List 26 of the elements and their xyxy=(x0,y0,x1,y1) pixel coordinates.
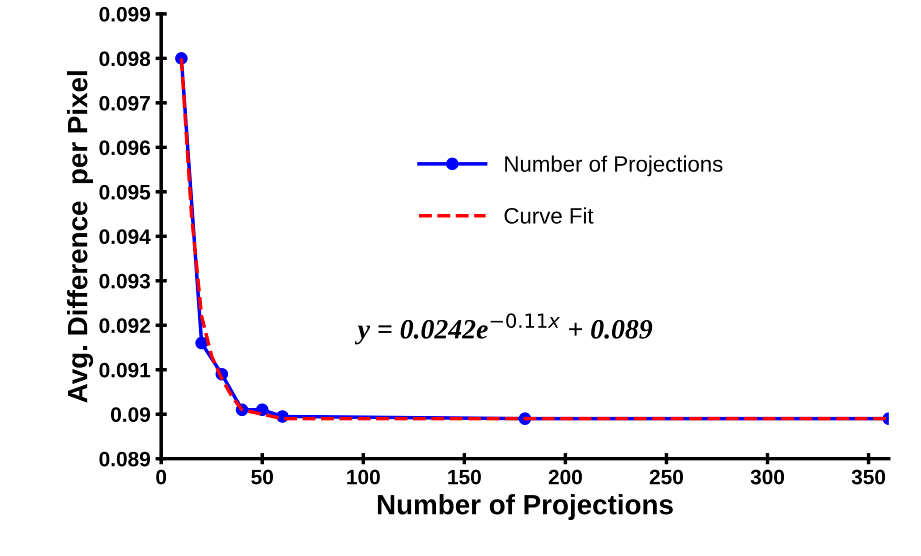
x-axis-title: Number of Projections xyxy=(378,494,673,520)
x-tick-label: 300 xyxy=(750,470,784,484)
x-tick-label: 250 xyxy=(650,470,683,484)
y-axis-title: Avg. Difference per Pixel xyxy=(67,71,94,403)
annotation: y = 0.0242e$^{−0.11x}$ + 0.089 xyxy=(354,313,652,344)
y-tick-label: 0.093 xyxy=(99,274,150,289)
legend-label: Curve Fit xyxy=(504,207,594,224)
y-tick-label: 0.092 xyxy=(99,318,150,334)
legend-label: Number of Projections xyxy=(505,156,722,176)
y-tick-label: 0.098 xyxy=(99,51,150,66)
x-tick-label: 100 xyxy=(347,470,380,484)
y-tick-label: 0.091 xyxy=(99,362,150,378)
y-tick-label: 0.097 xyxy=(99,96,150,111)
x-tick-label: 200 xyxy=(548,470,582,484)
point xyxy=(256,404,268,416)
x-tick-label: 150 xyxy=(448,470,481,484)
y-tick-label: 0.09 xyxy=(111,407,150,422)
y-tick-label: 0.095 xyxy=(99,184,150,200)
y-tick-label: 0.099 xyxy=(99,6,150,22)
y-tick-label: 0.096 xyxy=(99,140,150,156)
y-tick-label: 0.094 xyxy=(99,229,151,244)
point xyxy=(195,336,208,350)
x-tick-label: 0 xyxy=(156,470,166,484)
x-tick-label: 50 xyxy=(251,470,273,484)
x-tick-label: 350 xyxy=(852,470,886,484)
y-tick-label: 0.089 xyxy=(99,452,150,466)
